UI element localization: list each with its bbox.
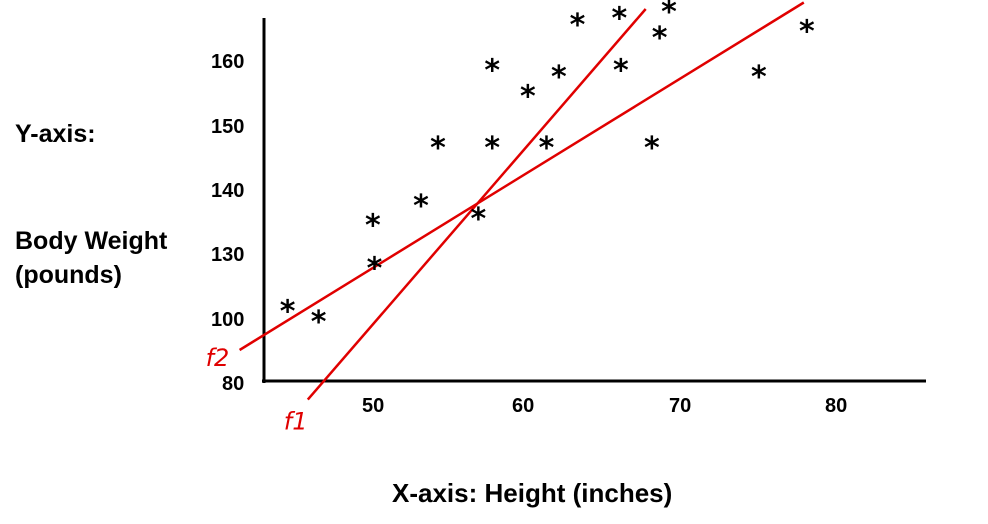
data-point: * — [551, 60, 567, 95]
y-tick-label: 130 — [211, 244, 244, 266]
fit-lines: f1 f2 — [206, 1, 805, 436]
data-point: * — [520, 80, 536, 115]
data-point: * — [280, 294, 296, 329]
y-tick-label: 150 — [211, 116, 244, 138]
x-axis-label: X-axis: Height (inches) — [392, 478, 672, 508]
y-axis-label-line-3: (pounds) — [15, 261, 122, 289]
x-tick-label: 80 — [825, 395, 847, 417]
y-tick-label: 80 — [222, 373, 244, 395]
data-point: * — [570, 8, 586, 43]
data-point: * — [613, 54, 629, 89]
fit-line-label-f2: f2 — [206, 344, 230, 372]
data-point: * — [367, 252, 383, 287]
data-point: * — [661, 0, 677, 30]
y-axis-label-line-2: Body Weight — [15, 227, 168, 255]
data-point: * — [484, 54, 500, 89]
data-point: * — [470, 202, 486, 237]
y-tick-label: 100 — [211, 309, 244, 331]
data-point: * — [644, 131, 660, 166]
fit-line-f2 — [238, 1, 805, 352]
data-point: * — [799, 15, 815, 50]
y-axis-label-line-1: Y-axis: — [15, 120, 96, 148]
data-point: * — [751, 60, 767, 95]
data-point: * — [413, 189, 429, 224]
x-tick-label: 60 — [512, 395, 534, 417]
data-point: * — [365, 209, 381, 244]
data-point: * — [611, 2, 627, 37]
x-tick-label: 70 — [669, 395, 691, 417]
fit-line-label-f1: f1 — [284, 408, 308, 436]
y-tick-label: 160 — [211, 51, 244, 73]
y-tick-label: 140 — [211, 180, 244, 202]
data-point: * — [652, 21, 668, 56]
data-point: * — [311, 305, 327, 340]
data-point: * — [484, 131, 500, 166]
data-point: * — [430, 131, 446, 166]
data-point: * — [539, 131, 555, 166]
data-points: * ************ ******* — [280, 0, 815, 340]
x-tick-label: 50 — [362, 395, 384, 417]
